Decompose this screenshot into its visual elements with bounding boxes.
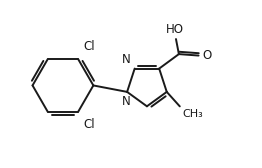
Text: CH₃: CH₃ xyxy=(183,109,203,119)
Text: Cl: Cl xyxy=(83,40,95,53)
Text: N: N xyxy=(122,95,130,108)
Text: Cl: Cl xyxy=(83,118,95,131)
Text: N: N xyxy=(122,53,131,66)
Text: O: O xyxy=(202,49,211,62)
Text: HO: HO xyxy=(166,23,183,36)
